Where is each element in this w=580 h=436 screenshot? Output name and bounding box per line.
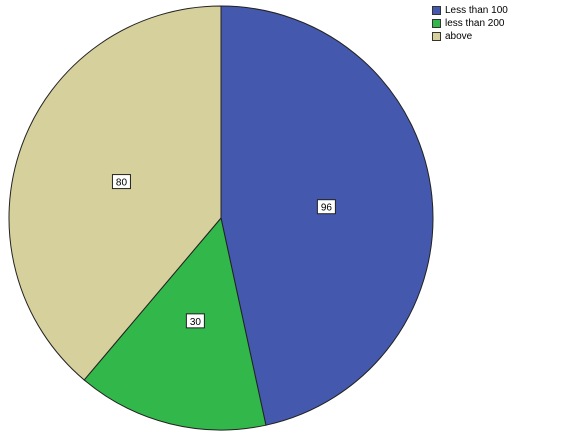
pie-slice-less-than-100 (220, 5, 434, 426)
legend-swatch-less-than-200 (432, 19, 441, 28)
legend-item-less-than-100: Less than 100 (432, 4, 508, 17)
legend-label-less-than-200: less than 200 (445, 18, 505, 29)
legend-label-less-than-100: Less than 100 (445, 5, 508, 16)
data-label-text-above: 80 (116, 178, 128, 189)
legend-item-less-than-200: less than 200 (432, 17, 508, 30)
legend-item-above: above (432, 30, 508, 43)
legend-swatch-less-than-100 (432, 6, 441, 15)
legend-swatch-above (432, 32, 441, 41)
data-label-box-less-than-200 (185, 313, 205, 329)
data-label-less-than-100: 96 (316, 199, 336, 215)
data-label-box-above (111, 174, 131, 190)
legend: Less than 100 less than 200 above (432, 4, 508, 43)
pie-slice-above (8, 5, 222, 381)
data-label-text-less-than-100: 96 (321, 203, 333, 214)
data-label-box-less-than-100 (316, 199, 336, 215)
data-label-less-than-200: 30 (185, 313, 205, 329)
data-label-above: 80 (111, 174, 131, 190)
pie-slice-less-than-200 (83, 216, 267, 431)
legend-label-above: above (445, 31, 473, 42)
data-label-text-less-than-200: 30 (190, 317, 202, 328)
